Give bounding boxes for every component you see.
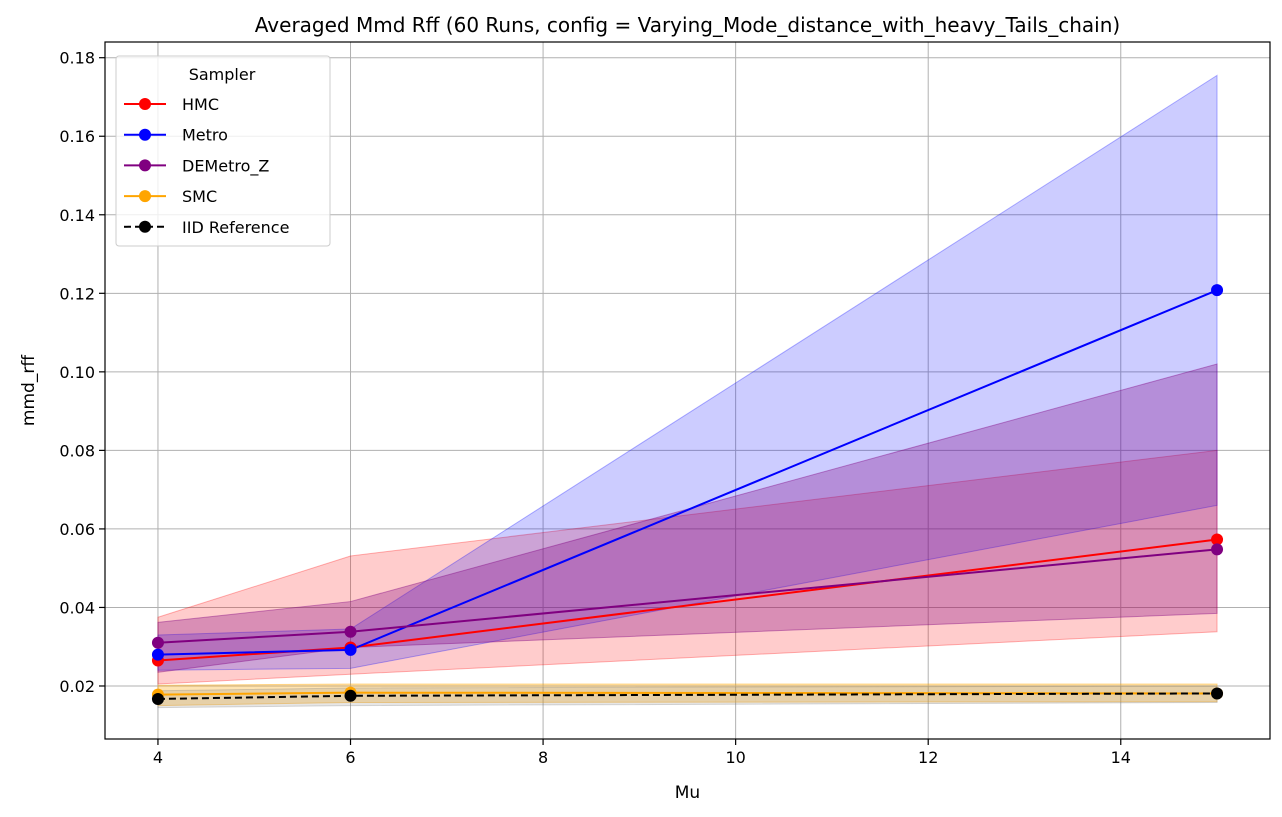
y-tick-label: 0.02 — [59, 677, 95, 696]
hmc-point — [1211, 533, 1224, 546]
x-tick-label: 4 — [153, 748, 163, 767]
legend-entry-hmc: HMC — [124, 95, 219, 114]
y-tick-label: 0.14 — [59, 206, 95, 225]
demetro-z-point — [344, 625, 357, 638]
y-axis-label: mmd_rff — [19, 354, 39, 426]
metro-point — [151, 648, 164, 661]
y-tick-label: 0.04 — [59, 598, 95, 617]
legend-label: SMC — [182, 187, 217, 206]
data-points — [151, 284, 1224, 705]
legend-entry-metro: Metro — [124, 126, 228, 145]
x-tick-label: 10 — [725, 748, 745, 767]
legend-entry-demetro-z: DEMetro_Z — [124, 156, 269, 176]
demetro-z-point — [1211, 543, 1224, 556]
legend-entry-smc: SMC — [124, 187, 217, 206]
iid-reference-point — [151, 692, 164, 705]
metro-point — [1211, 284, 1224, 297]
x-tick-label: 14 — [1111, 748, 1131, 767]
y-tick-label: 0.10 — [59, 363, 95, 382]
x-tick-label: 12 — [918, 748, 938, 767]
y-tick-label: 0.08 — [59, 441, 95, 460]
legend-label: HMC — [182, 95, 219, 114]
chart-title: Averaged Mmd Rff (60 Runs, config = Vary… — [255, 13, 1120, 37]
y-axis-ticks: 0.02 0.04 0.06 0.08 0.10 0.12 0.14 0.16 0.18 — [59, 49, 105, 696]
legend-box — [115, 55, 331, 247]
iid-reference-point — [344, 689, 357, 702]
legend-label: Metro — [182, 126, 228, 145]
confidence-bands — [157, 74, 1218, 709]
x-axis-label: Mu — [675, 783, 700, 803]
legend-label: DEMetro_Z — [182, 156, 269, 176]
x-axis-ticks: 4 6 8 10 12 14 — [153, 739, 1131, 767]
legend-label: IID Reference — [182, 218, 289, 237]
legend-swatch-marker — [139, 98, 151, 110]
legend-swatch-marker — [139, 159, 151, 172]
demetro-z-point — [151, 636, 164, 649]
legend-swatch-marker — [139, 190, 151, 203]
x-tick-label: 6 — [345, 748, 355, 767]
plot-frame — [104, 41, 1271, 740]
y-tick-label: 0.16 — [59, 127, 95, 146]
demetro-z-band — [157, 363, 1218, 673]
legend-title: Sampler — [189, 65, 256, 84]
y-tick-label: 0.12 — [59, 284, 95, 303]
legend-swatch-marker — [139, 220, 151, 233]
metro-point — [344, 643, 357, 656]
iid-reference-point — [1211, 687, 1224, 700]
legend-entry-iid-reference: IID Reference — [124, 218, 289, 237]
legend: Sampler HMC Metro DEMetro_Z SMC IID Referenc… — [115, 55, 331, 247]
x-tick-label: 8 — [538, 748, 548, 767]
y-tick-label: 0.18 — [59, 49, 95, 68]
y-tick-label: 0.06 — [59, 520, 95, 539]
legend-swatch-marker — [139, 128, 151, 141]
grid — [105, 42, 1270, 739]
